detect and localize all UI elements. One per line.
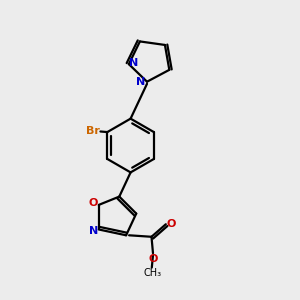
Text: N: N: [89, 226, 98, 236]
Text: Br: Br: [86, 127, 100, 136]
Text: O: O: [89, 198, 98, 208]
Text: O: O: [148, 254, 158, 264]
Text: O: O: [167, 219, 176, 229]
Text: CH₃: CH₃: [143, 268, 161, 278]
Text: N: N: [129, 58, 139, 68]
Text: N: N: [136, 77, 145, 87]
